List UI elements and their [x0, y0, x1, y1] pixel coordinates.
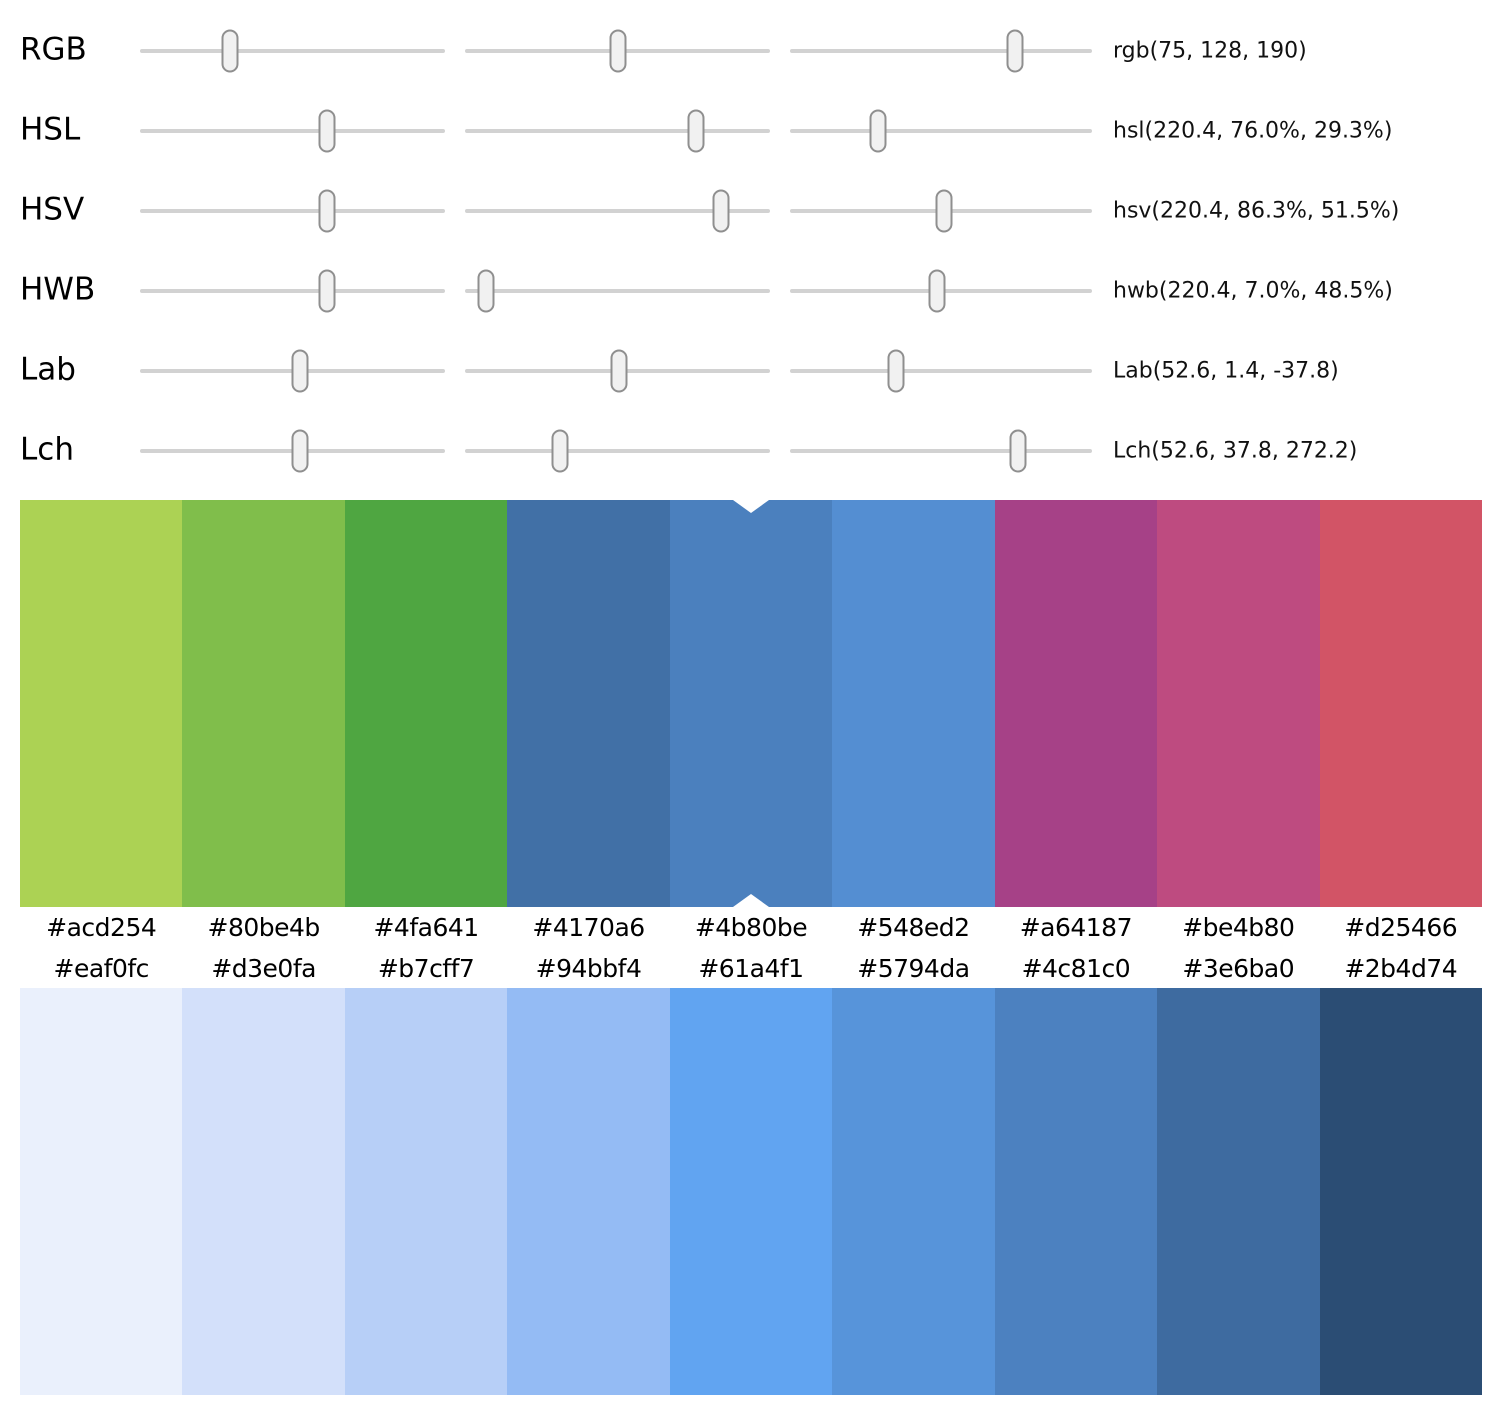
- hex-label: #4170a6: [532, 913, 645, 942]
- hex-label: #a64187: [1019, 913, 1133, 942]
- hex-label: #acd254: [46, 913, 157, 942]
- hex-label: #80be4b: [207, 913, 321, 942]
- slider-row-label: RGB: [20, 31, 87, 68]
- hex-label: #94bbf4: [535, 953, 642, 983]
- hex-label: #61a4f1: [698, 953, 804, 983]
- slider-row-label: HWB: [20, 271, 96, 308]
- palette-swatch[interactable]: [669, 988, 833, 1395]
- slider-row-label: Lch: [20, 431, 74, 468]
- slider-thumb[interactable]: [1006, 29, 1024, 73]
- palette-swatch[interactable]: [1157, 988, 1320, 1395]
- slider-thumb[interactable]: [551, 429, 568, 473]
- palette-swatch[interactable]: [344, 988, 508, 1395]
- hex-label: #be4b80: [1182, 913, 1295, 942]
- palette-swatch[interactable]: [1319, 988, 1482, 1395]
- slider-value-readout: hsv(220.4, 86.3%, 51.5%): [1113, 198, 1400, 224]
- hex-label: #b7cff7: [377, 953, 475, 983]
- slider-track[interactable]: [790, 349, 1092, 393]
- hex-label: #4b80be: [694, 913, 808, 942]
- slider-thumb[interactable]: [935, 189, 953, 233]
- slider-track[interactable]: [465, 189, 770, 233]
- slider-row-label: HSV: [20, 191, 85, 228]
- hex-label: #d25466: [1344, 913, 1458, 942]
- slider-track[interactable]: [140, 189, 445, 233]
- slider-thumb[interactable]: [928, 269, 945, 313]
- hex-label: #d3e0fa: [211, 953, 316, 983]
- slider-track[interactable]: [140, 269, 445, 313]
- shade-hex-labels: #eaf0fc #d3e0fa #b7cff7 #94bbf4 #61a4f1 #5794…: [20, 948, 1482, 988]
- slider-thumb[interactable]: [221, 29, 239, 73]
- slider-thumb[interactable]: [318, 109, 336, 153]
- slider-track[interactable]: [465, 429, 770, 473]
- slider-track[interactable]: [790, 109, 1092, 153]
- slider-row-label: Lab: [20, 351, 76, 388]
- slider-track[interactable]: [790, 29, 1092, 73]
- slider-row-label: HSL: [20, 111, 81, 148]
- palette-swatch[interactable]: [994, 988, 1158, 1395]
- hex-label: #548ed2: [857, 913, 970, 942]
- slider-track[interactable]: [140, 349, 445, 393]
- slider-thumb[interactable]: [1009, 429, 1027, 473]
- palette-swatch[interactable]: [182, 500, 345, 907]
- hue-hex-labels: #acd254 #80be4b #4fa641 #4170a6 #4b80be #548e…: [20, 907, 1482, 948]
- palette-swatch[interactable]: [1319, 500, 1482, 907]
- slider-value-readout: hsl(220.4, 76.0%, 29.3%): [1113, 118, 1393, 144]
- slider-value-readout: rgb(75, 128, 190): [1113, 38, 1307, 64]
- slider-track[interactable]: [140, 29, 445, 73]
- slider-thumb[interactable]: [869, 109, 887, 153]
- selected-swatch-notch-bottom: [732, 894, 769, 907]
- slider-value-readout: Lab(52.6, 1.4, -37.8): [1113, 358, 1339, 384]
- hex-label: #4c81c0: [1021, 953, 1131, 983]
- slider-thumb[interactable]: [609, 29, 627, 73]
- slider-track[interactable]: [790, 269, 1092, 313]
- slider-value-readout: Lch(52.6, 37.8, 272.2): [1113, 438, 1358, 464]
- slider-thumb[interactable]: [887, 349, 905, 393]
- slider-thumb[interactable]: [291, 429, 309, 473]
- slider-thumb[interactable]: [318, 189, 336, 233]
- slider-thumb[interactable]: [477, 269, 495, 313]
- slider-thumb[interactable]: [712, 189, 730, 233]
- palette-swatch[interactable]: [20, 500, 183, 907]
- slider-thumb[interactable]: [291, 349, 309, 393]
- palette-swatch[interactable]: [507, 500, 670, 907]
- hex-label: #5794da: [857, 953, 970, 983]
- palette-swatch[interactable]: [994, 500, 1158, 907]
- slider-track[interactable]: [465, 349, 770, 393]
- hex-label: #2b4d74: [1344, 953, 1458, 983]
- hex-label: #4fa641: [373, 913, 479, 942]
- slider-track[interactable]: [465, 109, 770, 153]
- hex-label: #eaf0fc: [53, 953, 150, 983]
- slider-track[interactable]: [465, 29, 770, 73]
- shade-palette: [20, 988, 1482, 1395]
- slider-thumb[interactable]: [610, 349, 628, 393]
- slider-value-readout: hwb(220.4, 7.0%, 48.5%): [1113, 278, 1393, 304]
- hue-palette: [20, 500, 1482, 907]
- slider-thumb[interactable]: [318, 269, 336, 313]
- slider-track[interactable]: [790, 429, 1092, 473]
- slider-track[interactable]: [140, 429, 445, 473]
- palette-swatch[interactable]: [507, 988, 670, 1395]
- slider-thumb[interactable]: [687, 109, 705, 153]
- palette-swatch[interactable]: [832, 988, 995, 1395]
- hex-label: #3e6ba0: [1182, 953, 1295, 983]
- slider-track[interactable]: [465, 269, 770, 313]
- palette-swatch[interactable]: [832, 500, 995, 907]
- palette-swatch[interactable]: [669, 500, 833, 907]
- palette-swatch[interactable]: [344, 500, 508, 907]
- slider-track[interactable]: [140, 109, 445, 153]
- palette-swatch[interactable]: [182, 988, 345, 1395]
- slider-track[interactable]: [790, 189, 1092, 233]
- palette-swatch[interactable]: [20, 988, 183, 1395]
- palette-swatch[interactable]: [1157, 500, 1320, 907]
- selected-swatch-notch-top: [732, 500, 769, 513]
